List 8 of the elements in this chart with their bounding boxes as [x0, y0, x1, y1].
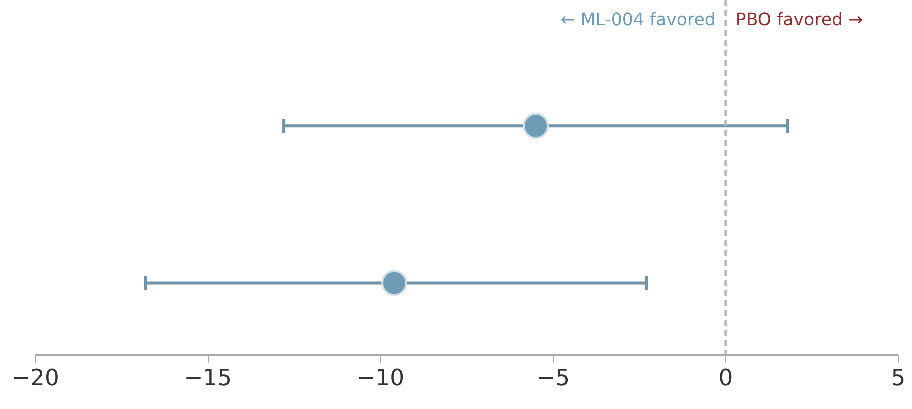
annotation: PBO favored → [736, 10, 864, 30]
x-tick-label: 5 [891, 366, 906, 392]
x-tick-label: −15 [184, 366, 232, 392]
x-tick-label: 0 [718, 366, 734, 392]
annotation: ← ML-004 favored [560, 10, 716, 30]
x-tick-label: −20 [12, 366, 60, 392]
x-tick-label: −5 [536, 366, 570, 392]
x-tick-label: −10 [356, 366, 405, 392]
